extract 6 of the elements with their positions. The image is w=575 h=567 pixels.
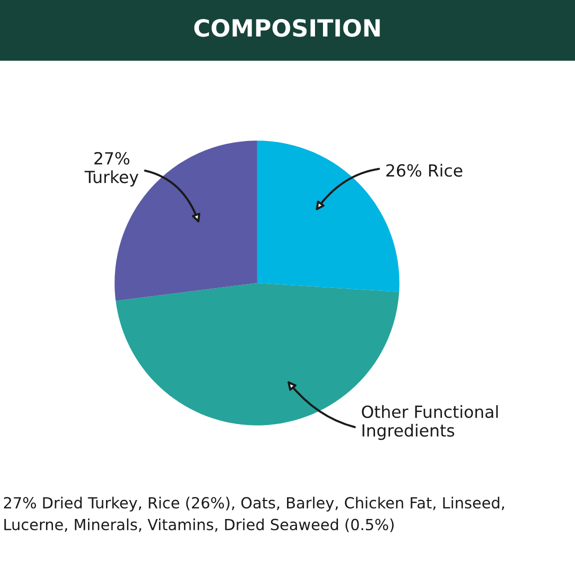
text: 27% Dried Turkey, Rice (26%), Oats, Barley, Chicken Fat, Linseed, Lucerne, Minerals, Vitamins, Dried Seaweed (0.5%): [4, 496, 504, 532]
chart-title: COMPOSITION: [194, 18, 380, 37]
data-label: 27%: [94, 152, 130, 165]
slice-label: 26% Rice: [386, 164, 462, 177]
slice-label: Turkey: [84, 170, 138, 186]
slice-label: Other Functional Ingredients: [362, 405, 498, 440]
